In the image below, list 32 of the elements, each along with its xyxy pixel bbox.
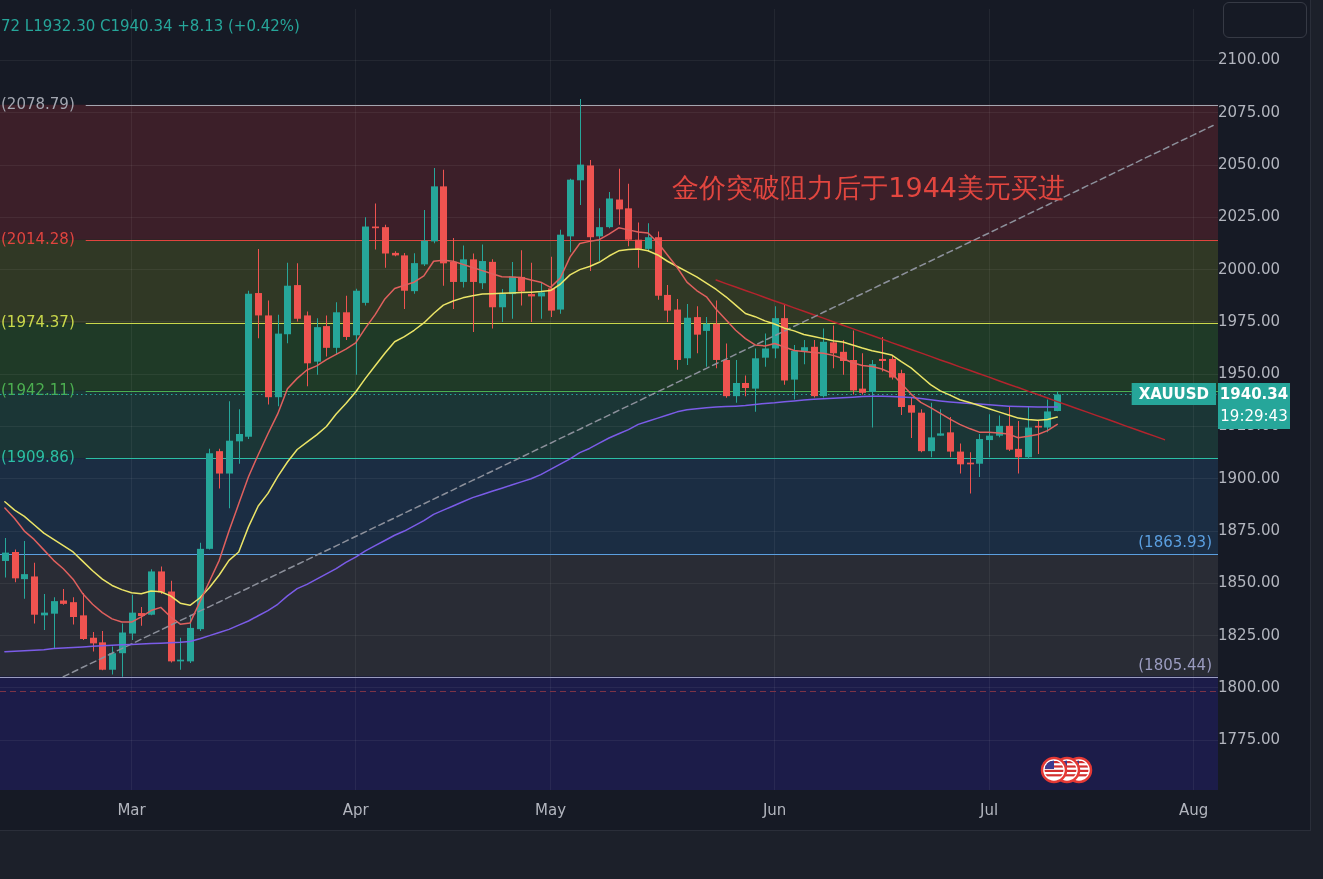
- text: 1940.34: [1219, 384, 1289, 403]
- x-tick-label: Apr: [342, 800, 370, 819]
- ref-line-label: (1942.11): [1, 381, 75, 400]
- y-tick-label: 2000.00: [1218, 259, 1281, 278]
- y-tick-label: 1800.00: [1218, 677, 1281, 696]
- y-tick-label: 2025.00: [1218, 207, 1281, 226]
- x-tick-label: Jun: [761, 800, 787, 819]
- y-tick-label: 2050.00: [1218, 154, 1281, 173]
- text: 72 L1932.30 C1940.34 +8.13 (+0.42%): [1, 16, 300, 35]
- y-tick-label: 1950.00: [1218, 364, 1281, 383]
- y-tick-label: 1975.00: [1218, 311, 1281, 330]
- y-tick-label: 2100.00: [1218, 50, 1281, 69]
- ref-line-label: (1974.37): [1, 313, 75, 332]
- y-tick-label: 1850.00: [1218, 573, 1281, 592]
- x-tick-label: Mar: [117, 800, 147, 819]
- y-tick-label: 1900.00: [1218, 468, 1281, 487]
- text: 19:29:43: [1220, 406, 1288, 425]
- y-tick-label: 1825.00: [1218, 625, 1281, 644]
- ref-line-label: (1863.93): [1138, 533, 1212, 552]
- x-tick-label: Jul: [978, 800, 999, 819]
- ref-line-label: (2078.79): [1, 95, 75, 114]
- ref-line-label: (2014.28): [1, 230, 75, 249]
- candlestick: [21, 541, 28, 599]
- ref-line-label: (1909.86): [1, 448, 75, 467]
- y-tick-label: 1775.00: [1218, 730, 1281, 749]
- x-tick-label: Aug: [1178, 800, 1209, 819]
- ref-line-label: (1805.44): [1138, 656, 1212, 675]
- ref-line-label: XAUUSD: [1138, 384, 1209, 403]
- y-tick-label: 1875.00: [1218, 520, 1281, 539]
- annotation: 金价突破阻力后于1944美元买进: [672, 172, 1066, 204]
- y-tick-label: 2075.00: [1218, 102, 1281, 121]
- x-tick-label: May: [535, 800, 567, 819]
